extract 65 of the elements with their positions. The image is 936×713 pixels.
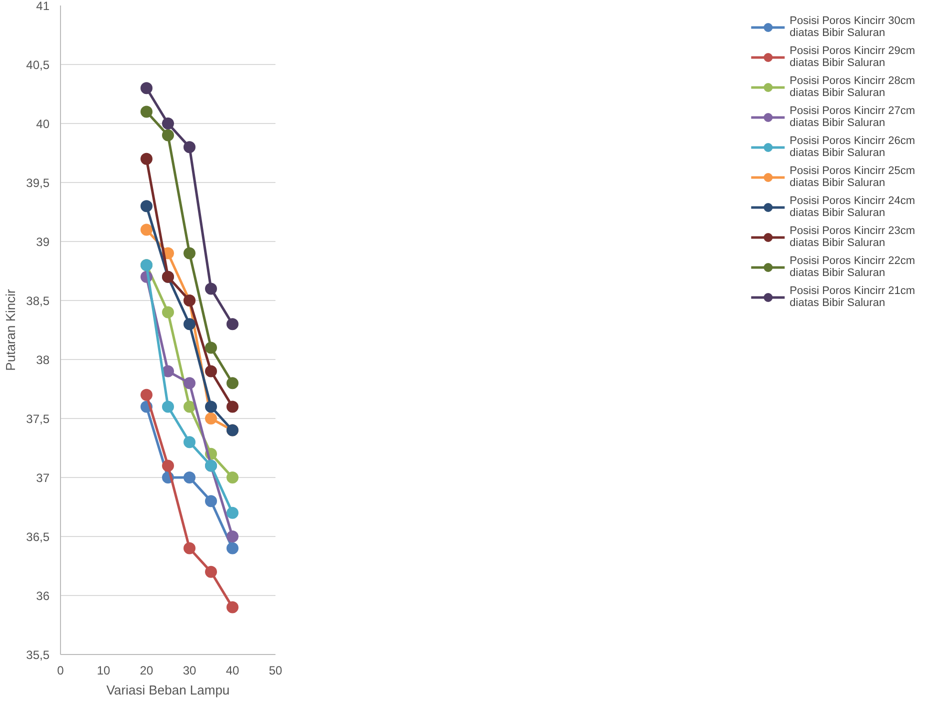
legend-label: Posisi Poros Kincirr 24cm diatas Bibir Saluran [790, 195, 915, 219]
legend-label: Posisi Poros Kincirr 21cm diatas Bibir Saluran [790, 285, 915, 309]
point [140, 224, 152, 236]
point [184, 247, 196, 260]
point [162, 118, 174, 130]
y-tick-label: 40,5 [26, 58, 50, 72]
point [205, 342, 217, 354]
point [184, 400, 196, 413]
y-tick-label: 38 [36, 353, 50, 367]
y-tick-label: 37,5 [26, 412, 50, 426]
x-tick-label: 30 [182, 664, 196, 678]
point [162, 460, 174, 472]
point [226, 542, 238, 554]
y-tick-label: 41 [36, 0, 50, 13]
legend-label: Posisi Poros Kincirr 27cm diatas Bibir Saluran [790, 105, 915, 129]
point [162, 400, 174, 413]
point [226, 506, 238, 519]
point [140, 152, 152, 165]
y-tick-label: 37 [36, 471, 50, 485]
point [205, 400, 217, 413]
legend-label: Posisi Poros Kincirr 28cm diatas Bibir Saluran [790, 75, 915, 99]
point [205, 282, 217, 295]
x-tick-label: 50 [268, 664, 282, 678]
point [205, 412, 217, 424]
x-axis-title: Variasi Beban Lampu [106, 682, 230, 698]
y-tick-label: 36,5 [26, 530, 50, 544]
point [205, 495, 217, 508]
x-tick-label: 0 [57, 664, 64, 678]
point [184, 377, 196, 390]
point [140, 200, 152, 212]
y-tick-label: 35,5 [26, 648, 50, 662]
point [205, 566, 217, 578]
point [226, 530, 238, 542]
y-tick-label: 39 [36, 235, 50, 249]
y-axis-title: Putaran Kincir [3, 288, 18, 371]
point [162, 129, 174, 142]
point [226, 377, 238, 390]
legend-label: Posisi Poros Kincirr 23cm diatas Bibir Saluran [790, 225, 915, 249]
point [140, 82, 152, 94]
point [184, 141, 196, 154]
point [226, 400, 238, 413]
x-tick-label: 40 [226, 664, 240, 678]
point [184, 318, 196, 330]
legend-label: Posisi Poros Kincirr 25cm diatas Bibir Saluran [790, 165, 915, 189]
point [205, 365, 217, 378]
y-tick-label: 38,5 [26, 294, 50, 308]
y-tick-label: 40 [36, 117, 50, 131]
point [184, 542, 196, 554]
point [162, 306, 174, 318]
point [184, 472, 196, 484]
point [226, 472, 238, 484]
point [226, 601, 238, 614]
point [226, 318, 238, 330]
point [184, 436, 196, 448]
legend-label: Posisi Poros Kincirr 26cm diatas Bibir Saluran [790, 135, 915, 159]
y-tick-label: 39,5 [26, 176, 50, 190]
x-tick-label: 20 [140, 664, 154, 678]
legend-label: Posisi Poros Kincirr 29cm diatas Bibir Saluran [790, 45, 915, 69]
point [140, 106, 152, 118]
y-tick-label: 36 [36, 589, 50, 603]
point [140, 388, 152, 401]
legend-label: Posisi Poros Kincirr 30cm diatas Bibir Saluran [790, 15, 915, 39]
point [162, 365, 174, 378]
legend-label: Posisi Poros Kincirr 22cm diatas Bibir Saluran [790, 255, 915, 279]
x-tick-label: 10 [96, 664, 110, 678]
